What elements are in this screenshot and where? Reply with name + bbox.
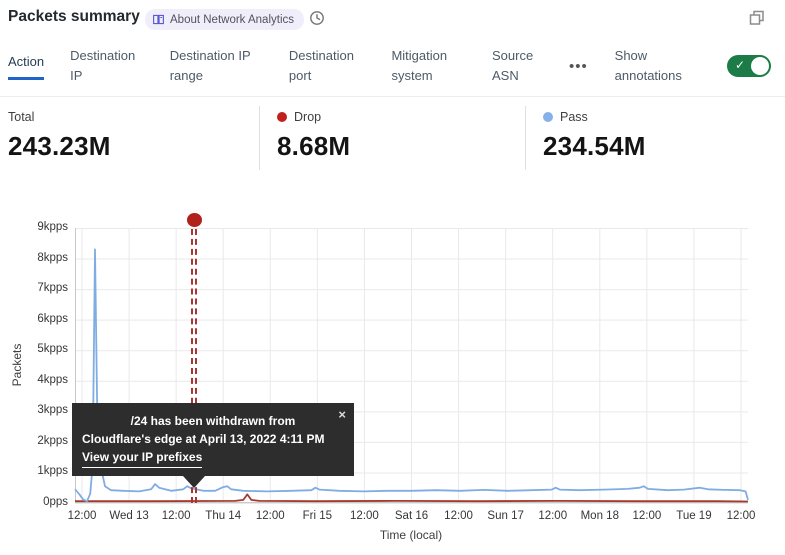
tooltip-line-2: Cloudflare's edge at April 13, 2022 4:11… (82, 432, 325, 446)
x-tick-label: Wed 13 (109, 510, 149, 522)
y-tick-label: 5kpps (37, 343, 68, 356)
tooltip-pointer (183, 476, 205, 488)
drop-series-line (75, 493, 749, 503)
x-tick-label: Tue 19 (676, 510, 712, 522)
about-badge-label: About Network Analytics (170, 13, 295, 26)
tab-destination-ip-range[interactable]: Destination IP range (169, 48, 251, 83)
time-period-icon[interactable] (308, 9, 326, 27)
pass-series-line (74, 248, 749, 503)
x-tick-label: Sat 16 (394, 510, 429, 522)
view-ip-prefixes-link[interactable]: View your IP prefixes (82, 448, 203, 468)
copy-share-icon[interactable] (748, 9, 766, 27)
divider (259, 106, 260, 170)
pass-legend-dot (543, 112, 553, 122)
x-axis-title: Time (local) (379, 528, 443, 542)
stat-drop: Drop 8.68M (277, 110, 350, 162)
show-annotations-label: Show annotations (614, 48, 682, 83)
y-tick-label: 4kpps (37, 373, 68, 386)
stat-pass-label: Pass (560, 110, 588, 124)
book-icon (153, 14, 164, 25)
x-tick-label: 12:00 (632, 510, 662, 522)
x-tick-label: 12:00 (67, 510, 97, 522)
x-tick-label: 12:00 (350, 510, 379, 522)
y-tick-label: 3kpps (37, 404, 68, 417)
y-tick-label: 9kpps (37, 221, 68, 233)
stat-pass-value: 234.54M (543, 131, 646, 161)
show-annotations-toggle[interactable]: ✓ (727, 55, 771, 77)
tab-mitigation-system[interactable]: Mitigation system (391, 48, 448, 83)
stat-total: Total 243.23M (8, 110, 111, 162)
stat-pass: Pass 234.54M (543, 110, 646, 162)
annotation-dashed-line (191, 229, 198, 503)
check-icon: ✓ (735, 58, 746, 72)
close-icon[interactable]: × (338, 407, 346, 422)
annotation-marker-dot[interactable] (186, 213, 202, 227)
divider (0, 96, 785, 97)
x-tick-label: Thu 14 (205, 510, 242, 522)
about-network-analytics-badge[interactable]: About Network Analytics (145, 9, 305, 30)
tabs-overflow-icon[interactable]: ••• (569, 57, 588, 75)
x-tick-label: 12:00 (538, 510, 568, 522)
tab-source-asn[interactable]: Source ASN (492, 48, 534, 83)
stat-drop-value: 8.68M (277, 131, 351, 161)
y-tick-label: 8kpps (37, 251, 68, 264)
annotation-tooltip: × /24 has been withdrawn from Cloudflare… (72, 403, 354, 488)
x-tick-label: 12:00 (161, 510, 191, 522)
tooltip-line-1: /24 has been withdrawn from (130, 414, 296, 428)
stat-total-value: 243.23M (8, 131, 111, 161)
x-tick-label: Fri 15 (302, 510, 333, 522)
x-tick-label: 12:00 (726, 510, 756, 522)
y-tick-label: 1kpps (37, 465, 68, 478)
y-tick-label: 7kpps (37, 282, 68, 295)
y-tick-label: 2kpps (37, 434, 68, 447)
tab-destination-port[interactable]: Destination port (288, 48, 354, 83)
stat-total-label: Total (8, 110, 35, 124)
y-tick-label: 6kpps (37, 312, 68, 325)
page-title: Packets summary (8, 8, 140, 25)
x-tick-label: 12:00 (444, 510, 473, 522)
stat-drop-label: Drop (294, 110, 322, 124)
divider (525, 106, 526, 170)
x-tick-label: 12:00 (255, 510, 285, 522)
toggle-knob (751, 57, 769, 75)
x-tick-label: Mon 18 (580, 510, 619, 522)
drop-legend-dot (277, 112, 287, 122)
y-tick-label: 0pps (43, 496, 68, 508)
dimension-tabs: Action Destination IP Destination IP ran… (8, 46, 777, 86)
tab-destination-ip[interactable]: Destination IP (70, 48, 136, 83)
tab-action[interactable]: Action (8, 52, 45, 80)
x-tick-label: Sun 17 (487, 510, 524, 522)
